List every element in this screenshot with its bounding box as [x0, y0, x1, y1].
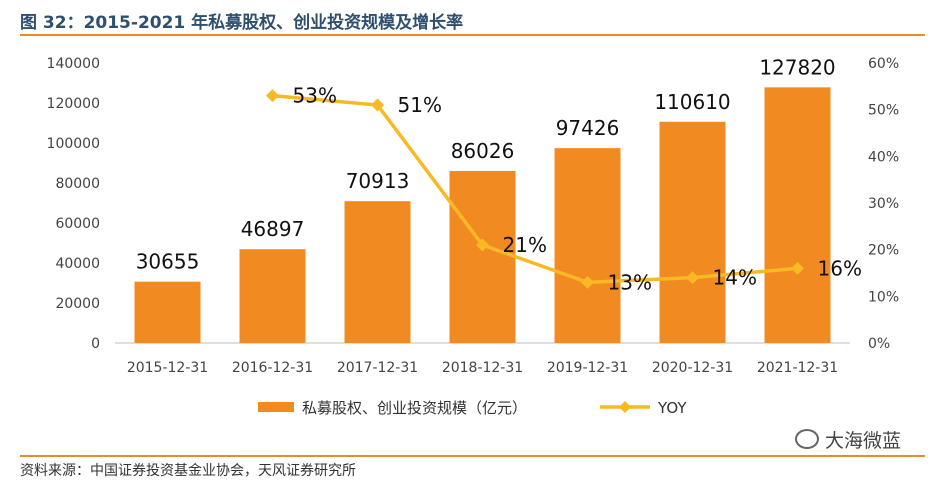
y-right-tick-label: 40%: [868, 149, 899, 165]
y-right-tick-label: 30%: [868, 196, 899, 212]
y-right-tick-label: 10%: [868, 289, 899, 305]
watermark-text: 大海微蓝: [825, 430, 902, 452]
yoy-data-label: 53%: [293, 84, 337, 108]
yoy-data-label: 51%: [398, 93, 442, 117]
yoy-point: [371, 98, 384, 112]
wechat-icon: [795, 429, 819, 449]
source-note: 资料来源：中国证券投资基金业协会，天风证券研究所: [20, 463, 356, 479]
bar-data-label: 46897: [241, 217, 305, 241]
legend-line-marker: [619, 401, 631, 413]
bar-data-label: 110610: [654, 90, 730, 114]
yoy-point: [791, 261, 804, 275]
bar-data-label: 97426: [556, 116, 620, 140]
y-right-tick-label: 20%: [868, 243, 899, 259]
bar-data-label: 70913: [346, 169, 410, 193]
yoy-data-label: 14%: [713, 266, 757, 290]
x-tick-label: 2017-12-31: [337, 360, 418, 376]
yoy-data-label: 21%: [503, 233, 547, 257]
bar: [449, 170, 516, 343]
bar: [554, 148, 621, 343]
title-divider: [20, 34, 925, 36]
x-tick-label: 2016-12-31: [232, 360, 313, 376]
y-left-tick-label: 60000: [55, 216, 100, 232]
bar-data-label: 127820: [759, 55, 835, 79]
y-left-tick-label: 40000: [55, 256, 100, 272]
bar: [134, 281, 201, 343]
x-tick-label: 2020-12-31: [652, 360, 733, 376]
yoy-point: [686, 271, 699, 285]
legend-bar-label: 私募股权、创业投资规模（亿元）: [302, 399, 527, 417]
x-tick-label: 2021-12-31: [757, 360, 838, 376]
x-tick-label: 2015-12-31: [127, 360, 208, 376]
y-right-tick-label: 0%: [868, 336, 890, 352]
bar: [239, 249, 306, 343]
y-left-tick-label: 120000: [47, 96, 100, 112]
x-tick-label: 2019-12-31: [547, 360, 628, 376]
bar: [344, 201, 411, 343]
bar: [659, 121, 726, 343]
figure-title: 图 32：2015-2021 年私募股权、创业投资规模及增长率: [20, 13, 464, 33]
x-tick-label: 2018-12-31: [442, 360, 523, 376]
y-left-tick-label: 20000: [55, 296, 100, 312]
yoy-point: [476, 238, 489, 252]
yoy-data-label: 16%: [818, 256, 862, 280]
footer-divider: [20, 455, 925, 457]
yoy-data-label: 13%: [608, 270, 652, 294]
y-left-tick-label: 0: [91, 336, 100, 352]
bar-data-label: 30655: [136, 250, 200, 274]
y-left-tick-label: 80000: [55, 176, 100, 192]
watermark: 大海微蓝: [795, 426, 901, 453]
legend-line-label: YOY: [657, 399, 687, 417]
y-right-tick-label: 50%: [868, 103, 899, 119]
y-left-tick-label: 140000: [47, 56, 100, 72]
legend-bar-swatch: [258, 402, 294, 412]
yoy-point: [266, 89, 279, 103]
y-right-tick-label: 60%: [868, 56, 899, 72]
bar-data-label: 86026: [451, 139, 515, 163]
y-left-tick-label: 100000: [47, 136, 100, 152]
bar: [764, 87, 831, 343]
yoy-point: [581, 275, 594, 289]
yoy-line: [272, 93, 798, 285]
